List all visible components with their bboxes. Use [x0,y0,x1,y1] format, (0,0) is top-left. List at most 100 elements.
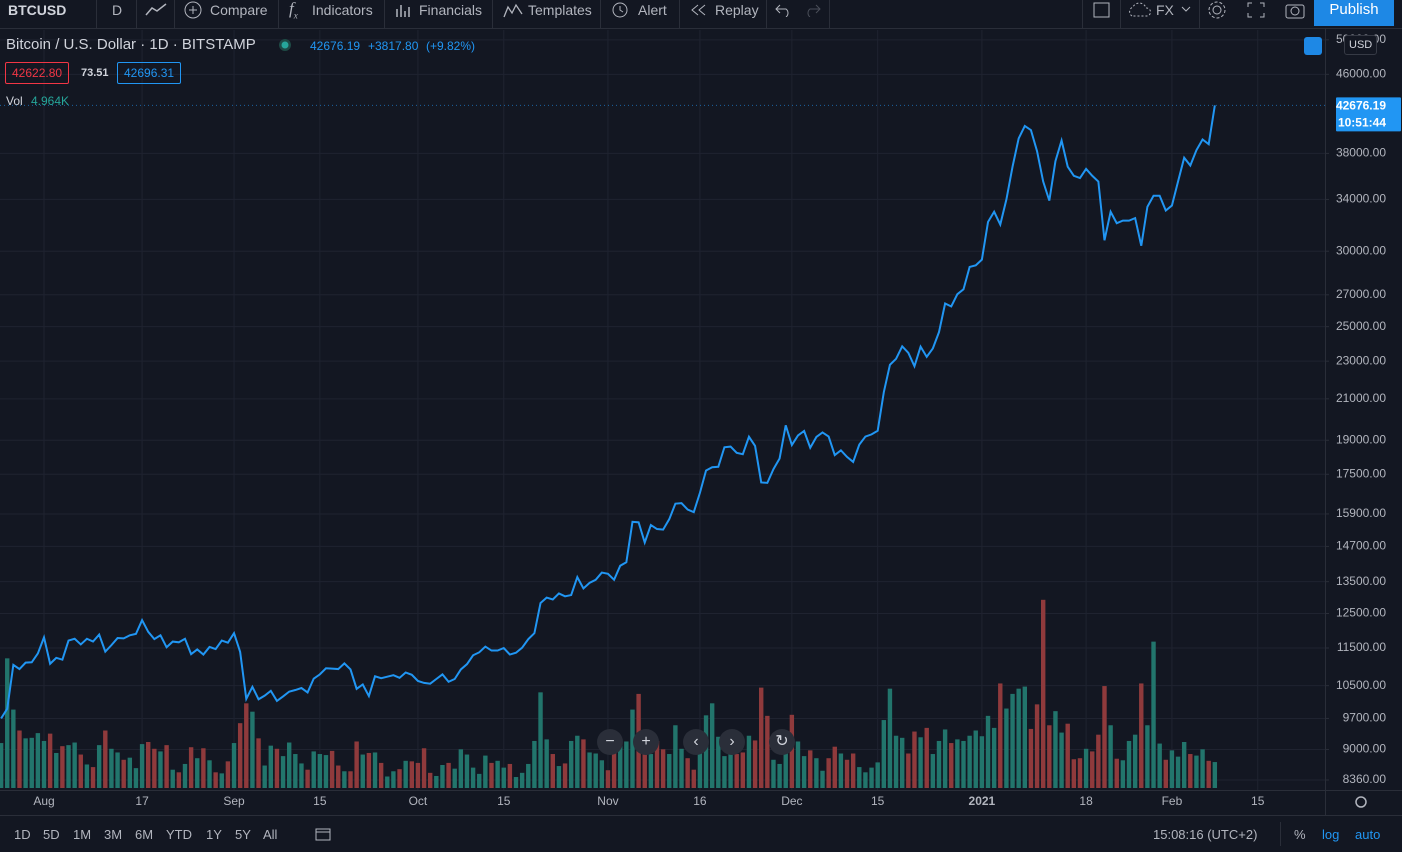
volume-bar [366,752,372,788]
range-button[interactable]: 1Y [206,827,222,842]
cloud-icon[interactable] [1126,2,1154,18]
interval[interactable]: D [112,2,123,18]
y-tick-label: 11500.00 [1337,640,1386,654]
x-tick-label: Sep [223,794,245,808]
x-tick-label: 2021 [969,794,996,808]
y-tick-label: 38000.00 [1336,146,1386,160]
publish-button[interactable]: Publish [1314,0,1394,26]
volume-bar [446,762,451,788]
price-change: +3817.80 [368,39,419,53]
auto-toggle[interactable]: auto [1355,827,1381,842]
volume-bar [716,736,721,788]
fullscreen-icon[interactable] [1246,1,1266,19]
volume-bar [280,756,286,788]
volume-bar [973,730,978,788]
volume-bar [979,736,985,788]
symbol[interactable]: BTCUSD [8,2,67,18]
volume-bar [41,740,47,788]
range-button[interactable]: All [263,827,278,842]
volume-bar [342,771,347,788]
price-badge [1336,97,1401,132]
log-toggle[interactable]: log [1322,827,1340,842]
volume-bar [1059,732,1064,788]
toolbar-button[interactable]: Replay [715,2,759,18]
volume-bar [593,753,598,788]
compare-icon[interactable] [184,1,204,21]
range-button[interactable]: 1D [14,827,31,842]
volume-bar [1114,758,1119,788]
volume-bar [317,754,323,788]
range-button[interactable]: YTD [166,827,192,842]
zoom-out[interactable]: − [597,729,623,755]
undo-icon[interactable] [775,3,793,17]
y-tick-label: 12500.00 [1336,606,1386,620]
volume-bar [562,763,568,788]
y-tick-label: 25000.00 [1336,319,1386,333]
volume-bar [660,749,666,788]
toolbar-button[interactable]: Indicators [312,2,373,18]
toolbar-button[interactable]: Compare [210,2,268,18]
toolbar-button[interactable]: Alert [638,2,667,18]
volume-bar [262,765,267,788]
scale-button[interactable] [1304,37,1322,55]
volume-bar [703,715,709,788]
volume-bar [403,760,408,788]
dropdown-icon[interactable] [1181,5,1191,13]
snapshot-icon[interactable] [1284,1,1306,19]
range-button[interactable]: 5D [43,827,60,842]
price-badge-countdown: 10:51:44 [1338,116,1386,130]
volume-bar [1022,686,1027,788]
settings-icon[interactable] [1355,796,1367,808]
volume-bar [568,740,574,788]
volume-bar [875,762,880,788]
range-button[interactable]: 1M [73,827,92,842]
volume-bar [213,772,218,788]
volume-bar [513,777,519,788]
volume-bar [54,752,59,788]
volume-bar [23,738,28,788]
indicators-icon[interactable]: fx [289,0,298,21]
reset-chart[interactable]: ↻ [769,729,795,755]
currency-badge[interactable]: USD [1344,35,1378,55]
volume-bar [201,748,206,788]
range-button[interactable]: 5Y [235,827,251,842]
layout-icon[interactable] [1092,1,1112,19]
volume-bar [268,745,274,788]
currency[interactable]: FX [1156,2,1174,18]
replay-icon[interactable] [690,3,708,17]
scroll-right[interactable]: › [719,729,745,755]
separator [766,0,767,28]
settings-icon[interactable] [1207,0,1227,20]
volume-bar [35,733,41,788]
volume-bar [1108,725,1113,788]
toolbar-button[interactable]: Templates [528,2,592,18]
volume-bar [231,743,237,788]
volume-bar [881,720,887,788]
date-range-icon[interactable] [314,826,332,842]
volume-bar [893,735,899,788]
scroll-left[interactable]: ‹ [683,729,709,755]
zoom-in[interactable]: + [633,729,659,755]
range-button[interactable]: 3M [104,827,123,842]
alert-icon[interactable] [611,1,631,19]
volume-bar [832,746,837,788]
last-price: 42676.19 [310,39,361,53]
volume-bar [1126,740,1132,788]
range-button[interactable]: 6M [135,827,154,842]
volume-bar [820,770,825,788]
volume-bar [519,772,525,788]
templates-icon[interactable] [503,2,523,18]
volume-bar [323,755,329,788]
percent-toggle[interactable]: % [1294,827,1306,842]
redo-icon[interactable] [803,3,821,17]
x-tick-label: 15 [871,794,885,808]
volume-bar [1163,759,1168,788]
volume-bar [188,747,194,788]
volume-bar [697,744,703,788]
y-tick-label: 9000.00 [1343,742,1387,756]
volume-bar [789,714,795,788]
chart-style-icon[interactable] [144,2,168,18]
separator [1199,0,1200,28]
financials-icon[interactable] [395,2,413,18]
toolbar-button[interactable]: Financials [419,2,483,18]
